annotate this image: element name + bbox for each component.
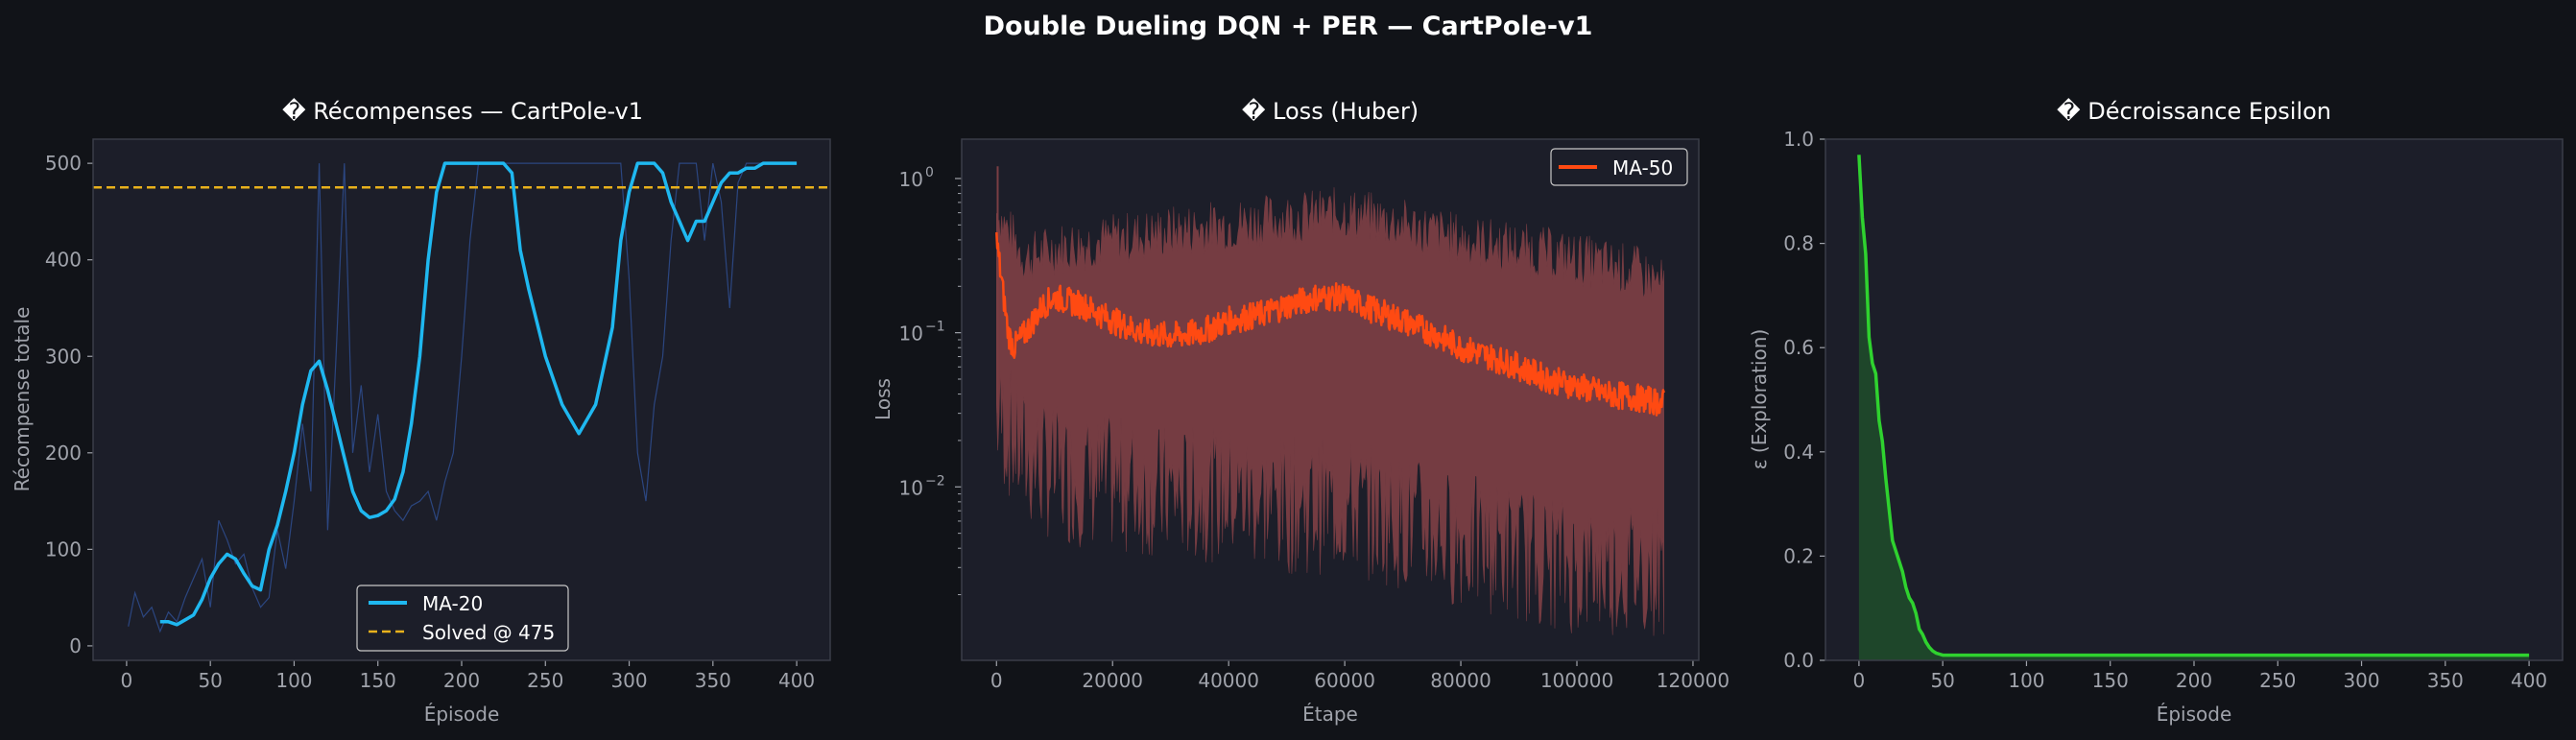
epsilon-ytick-label: 0.8 <box>1783 232 1814 255</box>
loss-xtick-label: 0 <box>990 669 1003 692</box>
rewards-legend-box <box>356 585 569 652</box>
rewards-xtick-label: 350 <box>695 669 731 692</box>
rewards-xtick-label: 200 <box>443 669 480 692</box>
rewards-xtick-label: 400 <box>778 669 815 692</box>
loss-legend-ma50-label: MA-50 <box>1612 156 1673 179</box>
loss-ytick-label: 10 <box>899 168 923 191</box>
epsilon-xtick-label: 200 <box>2176 669 2212 692</box>
epsilon-xtick-label: 0 <box>1853 669 1866 692</box>
loss-ytick-exponent: 0 <box>925 165 934 180</box>
rewards-ytick-label: 200 <box>45 442 82 465</box>
loss-xlabel: Étape <box>1302 703 1358 726</box>
loss-legend-box <box>1550 148 1688 186</box>
rewards-title: � Récompenses — CartPole-v1 <box>282 98 643 125</box>
loss-ytick-exponent: −2 <box>925 473 945 489</box>
rewards-legend: MA-20 Solved @ 475 <box>356 585 569 652</box>
rewards-ticks: 0 50 100 150 200 250 300 350 400 0 100 200 300 400 500 <box>45 152 815 692</box>
loss-ytick-label: 10 <box>899 322 923 346</box>
loss-data <box>995 166 1665 636</box>
epsilon-frame <box>1825 138 2564 661</box>
epsilon-xtick-label: 50 <box>1930 669 1954 692</box>
epsilon-ytick-label: 0.6 <box>1783 336 1814 359</box>
rewards-plot-area <box>93 139 830 660</box>
epsilon-xtick-label: 150 <box>2092 669 2129 692</box>
epsilon-plot-area <box>1825 139 2563 660</box>
loss-xtick-label: 100000 <box>1540 669 1613 692</box>
loss-panel: � Loss (Huber) 0 20000 40000 60000 80000 1000… <box>871 98 1729 726</box>
loss-raw-band <box>996 187 1664 636</box>
loss-xtick-label: 20000 <box>1082 669 1143 692</box>
rewards-ytick-label: 500 <box>45 152 82 175</box>
rewards-xtick-label: 100 <box>275 669 312 692</box>
loss-legend: MA-50 <box>1550 148 1688 186</box>
epsilon-ticks: 0 50 100 150 200 250 300 350 400 0.0 0.2 0.4 0.6 0.8 1… <box>1783 128 2547 692</box>
epsilon-ytick-label: 0.2 <box>1783 544 1814 567</box>
epsilon-line <box>1857 155 2530 657</box>
rewards-frame <box>92 138 831 661</box>
epsilon-ytick-label: 1.0 <box>1783 128 1814 151</box>
rewards-xtick-label: 300 <box>610 669 647 692</box>
loss-xtick-label: 80000 <box>1430 669 1491 692</box>
epsilon-xtick-label: 400 <box>2511 669 2547 692</box>
rewards-ytick-label: 0 <box>69 634 82 657</box>
rewards-xtick-label: 150 <box>360 669 396 692</box>
rewards-data <box>93 161 830 633</box>
rewards-ytick-label: 100 <box>45 537 82 561</box>
epsilon-ytick-label: 0.0 <box>1783 649 1814 672</box>
loss-ma50-line <box>995 232 1665 417</box>
loss-xtick-label: 40000 <box>1198 669 1259 692</box>
rewards-ytick-label: 400 <box>45 249 82 272</box>
loss-frame <box>961 138 1700 661</box>
loss-ytick-label: 10 <box>899 476 923 499</box>
rewards-panel: � Récompenses — CartPole-v1 0 50 100 150 200… <box>11 98 831 726</box>
rewards-xtick-label: 50 <box>198 669 222 692</box>
epsilon-data <box>1857 155 2530 661</box>
loss-title: � Loss (Huber) <box>1242 98 1419 125</box>
rewards-legend-solved-label: Solved @ 475 <box>422 621 555 644</box>
epsilon-ylabel: ε (Exploration) <box>1748 329 1771 470</box>
rewards-xtick-label: 250 <box>527 669 563 692</box>
epsilon-xtick-label: 250 <box>2259 669 2296 692</box>
epsilon-xtick-label: 100 <box>2008 669 2044 692</box>
epsilon-panel: � Décroissance Epsilon 0 50 100 150 200 250 30… <box>1748 98 2564 726</box>
rewards-ma20-line <box>159 161 798 627</box>
rewards-ylabel: Récompense totale <box>11 307 34 492</box>
epsilon-xtick-label: 350 <box>2427 669 2464 692</box>
epsilon-ytick-label: 0.4 <box>1783 441 1814 464</box>
loss-xtick-label: 60000 <box>1314 669 1375 692</box>
rewards-legend-ma20-label: MA-20 <box>422 592 483 615</box>
loss-ytick-exponent: −1 <box>925 320 945 335</box>
epsilon-title: � Décroissance Epsilon <box>2057 98 2331 125</box>
epsilon-xlabel: Épisode <box>2157 703 2232 726</box>
epsilon-xtick-label: 300 <box>2343 669 2379 692</box>
loss-xtick-label: 120000 <box>1657 669 1729 692</box>
rewards-ytick-label: 300 <box>45 345 82 368</box>
loss-ylabel: Loss <box>871 378 894 420</box>
figure-suptitle: Double Dueling DQN + PER — CartPole-v1 <box>984 12 1593 41</box>
rewards-xlabel: Épisode <box>424 703 500 726</box>
rewards-xtick-label: 0 <box>121 669 133 692</box>
